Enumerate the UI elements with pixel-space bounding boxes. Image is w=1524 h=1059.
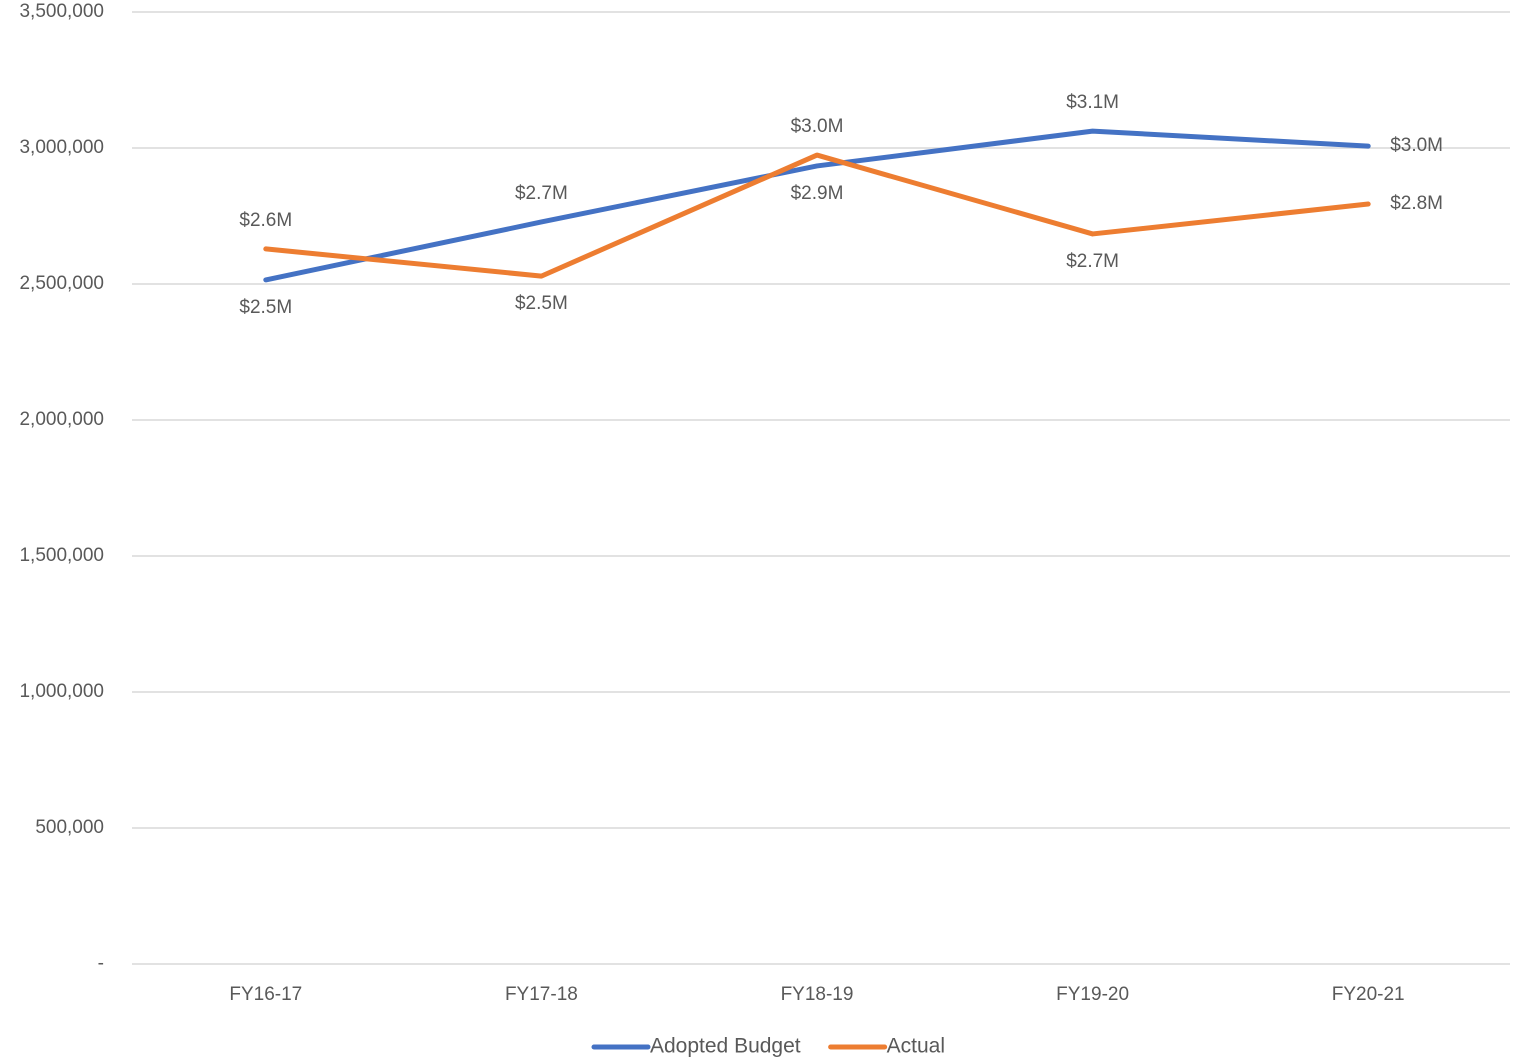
x-tick-label: FY19-20 bbox=[1056, 984, 1129, 1005]
data-label: $2.9M bbox=[791, 183, 844, 204]
x-tick-label: FY18-19 bbox=[781, 984, 854, 1005]
y-tick-label: 2,000,000 bbox=[19, 409, 104, 430]
line-series bbox=[263, 152, 1371, 279]
data-label: $2.8M bbox=[1390, 193, 1443, 214]
x-tick-label: FY16-17 bbox=[229, 984, 302, 1005]
legend-label: Adopted Budget bbox=[650, 1035, 801, 1058]
data-label: $2.5M bbox=[515, 293, 568, 314]
y-tick-label: 3,000,000 bbox=[19, 137, 104, 158]
data-label: $2.7M bbox=[1066, 251, 1119, 272]
y-tick-label: 2,500,000 bbox=[19, 273, 104, 294]
y-tick-label: 1,000,000 bbox=[19, 681, 104, 702]
y-tick-label: 1,500,000 bbox=[19, 545, 104, 566]
data-label: $2.5M bbox=[239, 297, 292, 318]
data-label: $3.0M bbox=[1390, 135, 1443, 156]
x-tick-label: FY17-18 bbox=[505, 984, 578, 1005]
line-series bbox=[263, 128, 1371, 283]
x-tick-label: FY20-21 bbox=[1332, 984, 1405, 1005]
legend-label: Actual bbox=[887, 1035, 945, 1058]
y-tick-label: - bbox=[98, 953, 104, 974]
data-label: $2.7M bbox=[515, 183, 568, 204]
data-label: $2.6M bbox=[239, 210, 292, 231]
y-tick-label: 500,000 bbox=[35, 817, 104, 838]
data-label: $3.0M bbox=[791, 116, 844, 137]
data-label: $3.1M bbox=[1066, 92, 1119, 113]
y-tick-label: 3,500,000 bbox=[19, 1, 104, 22]
